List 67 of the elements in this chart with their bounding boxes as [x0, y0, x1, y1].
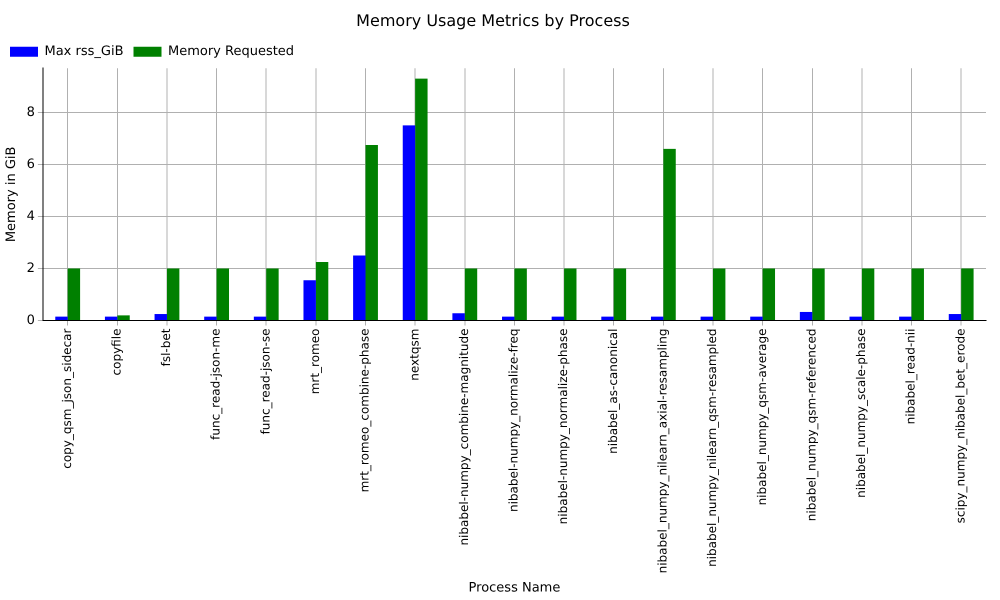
- bar: [912, 268, 924, 320]
- bar: [750, 316, 763, 320]
- y-tick-label: 8: [26, 104, 35, 120]
- x-tick-label: mrt_romeo_combine-phase: [358, 328, 372, 492]
- x-tick-label: func_read-json-me: [208, 328, 223, 440]
- y-tick-label: 0: [26, 312, 35, 328]
- bar: [204, 316, 217, 320]
- bar: [402, 125, 416, 320]
- bar: [154, 314, 167, 320]
- bar: [712, 268, 726, 320]
- x-tick-label: nibabel_numpy_qsm-referenced: [804, 328, 818, 522]
- bar: [564, 268, 576, 320]
- x-axis-title: Process Name: [468, 580, 560, 596]
- bar: [464, 268, 478, 320]
- bar: [117, 315, 130, 320]
- x-tick-label: nextqsm: [407, 328, 422, 381]
- bar: [452, 313, 465, 320]
- x-tick-label: nibabel-numpy_normalize-freq: [506, 328, 521, 512]
- y-tick-label: 2: [26, 260, 35, 276]
- x-tick-label: nibabel-numpy_combine-magnitude: [456, 328, 471, 546]
- x-tick-label: mrt_romeo: [308, 328, 322, 394]
- x-tick-label: nibabel-numpy_normalize-phase: [556, 328, 570, 524]
- bar: [266, 268, 279, 320]
- x-tick-label: nibabel_read-nii: [904, 328, 918, 424]
- y-tick-label: 6: [26, 156, 35, 172]
- bar: [303, 280, 316, 320]
- bar: [353, 256, 366, 320]
- bar: [663, 148, 676, 320]
- x-tick-label: fsl-bet: [159, 328, 174, 366]
- bar: [552, 316, 564, 320]
- y-tick-label: 4: [26, 208, 35, 224]
- bar: [862, 268, 874, 320]
- bar: [650, 316, 664, 320]
- bar: [812, 268, 825, 320]
- bar: [104, 316, 118, 320]
- chart-title: Memory Usage Metrics by Process: [356, 10, 630, 30]
- bar: [55, 316, 68, 320]
- bar: [254, 316, 266, 320]
- y-axis-title: Memory in GiB: [4, 146, 20, 242]
- bar: [800, 312, 812, 320]
- bar: [614, 268, 626, 320]
- legend-label: Memory Requested: [168, 44, 294, 60]
- bar: [166, 268, 180, 320]
- x-tick-label: copyfile: [109, 328, 124, 376]
- bar: [849, 316, 862, 320]
- bar: [316, 262, 328, 320]
- x-tick-label: func_read-json-se: [258, 328, 272, 434]
- bar: [366, 144, 378, 320]
- x-tick-label: nibabel_numpy_qsm-average: [754, 328, 769, 506]
- bar: [948, 314, 962, 320]
- x-tick-label: nibabel_numpy_nilearn_axial-resampling: [655, 328, 670, 574]
- bar: [502, 316, 514, 320]
- x-tick-label: nibabel_numpy_nilearn_qsm-resampled: [705, 328, 720, 567]
- x-tick-label: nibabel_as-canonical: [606, 328, 620, 454]
- legend-label: Max rss_GiB: [44, 44, 124, 60]
- bar: [762, 268, 776, 320]
- bar: [601, 316, 614, 320]
- bar: [700, 316, 713, 320]
- bar: [415, 78, 428, 320]
- bar: [899, 316, 912, 320]
- bar: [514, 268, 527, 320]
- x-tick-label: scipy_numpy_nibabel_bet_erode: [953, 328, 968, 524]
- bar: [68, 268, 80, 320]
- bar: [961, 268, 974, 320]
- x-tick-label: nibabel_numpy_scale-phase: [854, 328, 868, 498]
- bar: [216, 268, 230, 320]
- x-tick-label: copy_qsm_json_sidecar: [60, 328, 74, 469]
